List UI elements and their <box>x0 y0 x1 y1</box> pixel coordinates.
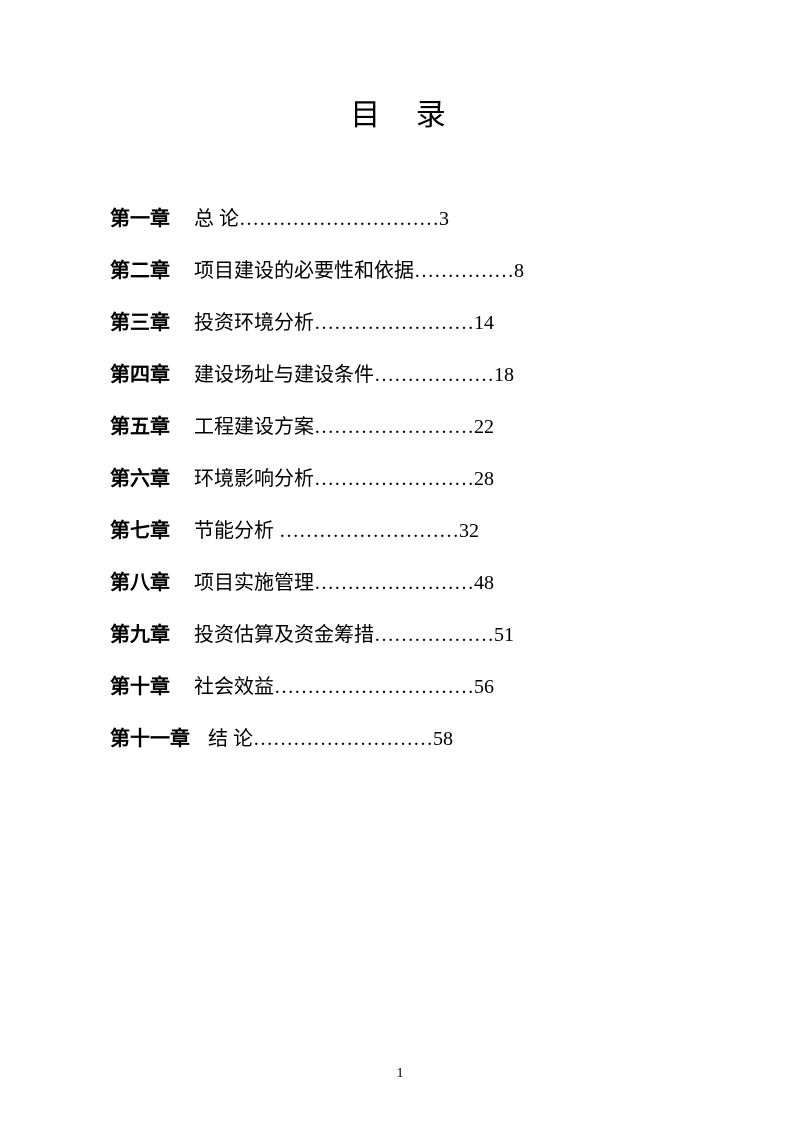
toc-page-number: 22 <box>474 416 494 438</box>
chapter-label: 第六章 <box>110 464 170 494</box>
toc-dots: …………………… <box>314 572 474 594</box>
toc-dots: ……………………… <box>253 728 433 750</box>
toc-item: 第三章 投资环境分析……………………14 <box>110 308 700 338</box>
toc-dots: ………………………… <box>274 676 474 698</box>
toc-page-number: 58 <box>433 728 453 750</box>
toc-page-number: 3 <box>439 208 449 230</box>
toc-dots: …………………… <box>314 312 474 334</box>
chapter-label: 第八章 <box>110 568 170 598</box>
toc-dots: …………………… <box>314 416 474 438</box>
chapter-label: 第五章 <box>110 412 170 442</box>
toc-item: 第一章 总 论…………………………3 <box>110 204 700 234</box>
toc-item: 第十一章结 论………………………58 <box>110 724 700 754</box>
toc-dots: ……………… <box>374 624 494 646</box>
toc-list: 第一章总 论…………………………3第二章项目建设的必要性和依据……………8第三章… <box>110 204 700 754</box>
toc-page-number: 51 <box>494 624 514 646</box>
chapter-title: 社会效益 <box>194 676 274 698</box>
chapter-label: 第一章 <box>110 204 170 234</box>
toc-page-number: 56 <box>474 676 494 698</box>
toc-dots: ……………………… <box>279 520 459 542</box>
toc-page-number: 28 <box>474 468 494 490</box>
chapter-label: 第四章 <box>110 360 170 390</box>
chapter-title: 节能分析 <box>194 520 279 542</box>
chapter-title: 投资环境分析 <box>194 312 314 334</box>
toc-dots: …………………… <box>314 468 474 490</box>
toc-item: 第六章 环境影响分析……………………28 <box>110 464 700 494</box>
chapter-title: 工程建设方案 <box>194 416 314 438</box>
chapter-title: 项目实施管理 <box>194 572 314 594</box>
toc-item: 第四章 建设场址与建设条件………………18 <box>110 360 700 390</box>
toc-page-number: 14 <box>474 312 494 334</box>
chapter-label: 第二章 <box>110 256 170 286</box>
toc-item: 第九章 投资估算及资金筹措………………51 <box>110 620 700 650</box>
toc-page-number: 18 <box>494 364 514 386</box>
chapter-title: 总 论 <box>194 208 239 230</box>
chapter-title: 投资估算及资金筹措 <box>194 624 374 646</box>
toc-item: 第七章 节能分析 ………………………32 <box>110 516 700 546</box>
toc-item: 第八章 项目实施管理……………………48 <box>110 568 700 598</box>
toc-page-number: 32 <box>459 520 479 542</box>
toc-item: 第五章 工程建设方案……………………22 <box>110 412 700 442</box>
toc-dots: …………… <box>414 260 514 282</box>
toc-page-number: 48 <box>474 572 494 594</box>
toc-page-number: 8 <box>514 260 524 282</box>
chapter-label: 第七章 <box>110 516 170 546</box>
chapter-label: 第十章 <box>110 672 170 702</box>
page-container: 目 录 第一章总 论…………………………3第二章项目建设的必要性和依据……………… <box>0 0 800 754</box>
chapter-label: 第九章 <box>110 620 170 650</box>
toc-item: 第二章 项目建设的必要性和依据……………8 <box>110 256 700 286</box>
toc-dots: ………………………… <box>239 208 439 230</box>
toc-item: 第十章 社会效益…………………………56 <box>110 672 700 702</box>
chapter-title: 项目建设的必要性和依据 <box>194 260 414 282</box>
chapter-title: 环境影响分析 <box>194 468 314 490</box>
toc-title: 目 录 <box>110 90 700 134</box>
chapter-label: 第十一章 <box>110 724 190 754</box>
chapter-label: 第三章 <box>110 308 170 338</box>
chapter-title: 结 论 <box>208 728 253 750</box>
chapter-title: 建设场址与建设条件 <box>194 364 374 386</box>
toc-dots: ……………… <box>374 364 494 386</box>
page-footer: 1 <box>0 1066 800 1082</box>
